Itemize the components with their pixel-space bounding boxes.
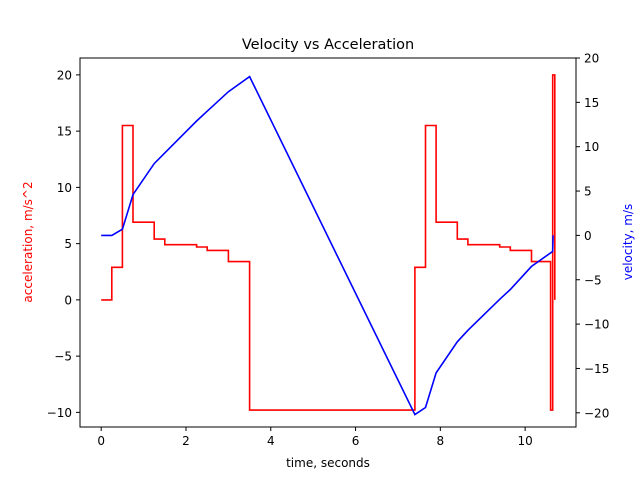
velocity-line	[101, 75, 554, 416]
y-left-tick-label: 5	[64, 237, 72, 251]
x-tick-label: 6	[352, 434, 360, 448]
acceleration-line	[101, 74, 556, 411]
y-right-tick-label: −20	[584, 406, 609, 420]
x-tick-label: 0	[97, 434, 105, 448]
y-left-tick-label: −10	[47, 406, 72, 420]
x-tick-label: 8	[437, 434, 445, 448]
y-left-tick-label: 0	[64, 293, 72, 307]
axes-frame	[79, 57, 577, 428]
y-right-tick-label: 20	[584, 52, 599, 66]
y-right-tick-label: 5	[584, 185, 592, 199]
y-right-tick-label: −10	[584, 318, 609, 332]
x-tick-label: 10	[517, 434, 532, 448]
y-left-tick-label: 20	[57, 68, 72, 82]
y-axis-left: −10 −5 0 5 10 15 20	[47, 68, 80, 420]
plot-area	[101, 74, 556, 416]
x-tick-label: 4	[267, 434, 275, 448]
y-axis-right: −20 −15 −10 −5 0 5 10 15 20	[576, 52, 609, 420]
x-tick-label: 2	[182, 434, 190, 448]
x-axis: 0 2 4 6 8 10	[97, 427, 533, 448]
y-left-tick-label: 10	[57, 181, 72, 195]
y-right-tick-label: 0	[584, 229, 592, 243]
y-axis-right-label: velocity, m/s	[621, 204, 635, 281]
y-right-tick-label: 15	[584, 96, 599, 110]
x-axis-label: time, seconds	[286, 456, 370, 470]
y-right-tick-label: 10	[584, 140, 599, 154]
y-right-tick-label: −15	[584, 362, 609, 376]
y-right-tick-label: −5	[584, 273, 602, 287]
y-axis-left-label: acceleration, m/s^2	[21, 181, 35, 302]
y-left-tick-label: −5	[54, 350, 72, 364]
y-left-tick-label: 15	[57, 125, 72, 139]
chart-title: Velocity vs Acceleration	[242, 37, 414, 53]
